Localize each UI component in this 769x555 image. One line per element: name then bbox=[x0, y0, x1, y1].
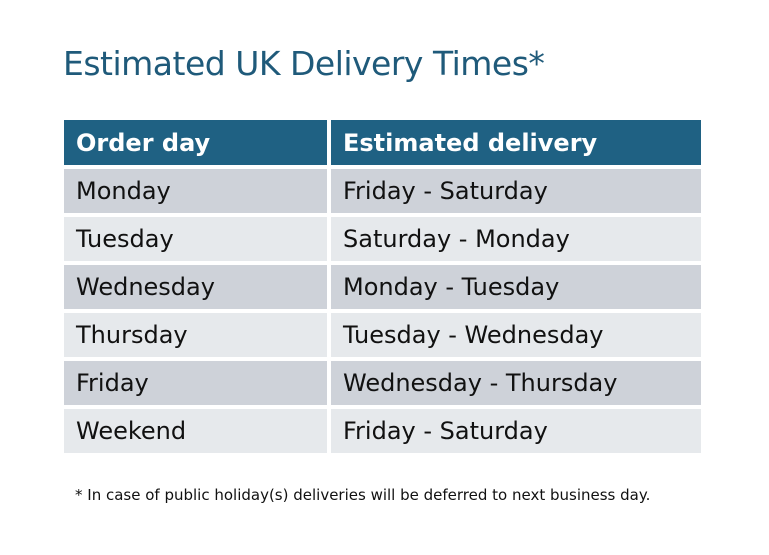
table-cell-order-day: Tuesday bbox=[64, 217, 327, 261]
page-title: Estimated UK Delivery Times* bbox=[63, 44, 545, 83]
table-cell-order-day: Weekend bbox=[64, 409, 327, 453]
table-cell-estimated-delivery: Saturday - Monday bbox=[331, 217, 701, 261]
table-cell-estimated-delivery: Friday - Saturday bbox=[331, 169, 701, 213]
table-cell-estimated-delivery: Wednesday - Thursday bbox=[331, 361, 701, 405]
table-cell-order-day: Wednesday bbox=[64, 265, 327, 309]
table-cell-estimated-delivery: Friday - Saturday bbox=[331, 409, 701, 453]
column-header-order-day: Order day bbox=[64, 120, 327, 165]
table-cell-estimated-delivery: Monday - Tuesday bbox=[331, 265, 701, 309]
delivery-times-table: Order day Estimated delivery Monday Frid… bbox=[64, 120, 701, 453]
footnote: * In case of public holiday(s) deliverie… bbox=[75, 486, 651, 504]
table-cell-order-day: Friday bbox=[64, 361, 327, 405]
table-cell-estimated-delivery: Tuesday - Wednesday bbox=[331, 313, 701, 357]
column-header-estimated-delivery: Estimated delivery bbox=[331, 120, 701, 165]
table-cell-order-day: Thursday bbox=[64, 313, 327, 357]
table-cell-order-day: Monday bbox=[64, 169, 327, 213]
